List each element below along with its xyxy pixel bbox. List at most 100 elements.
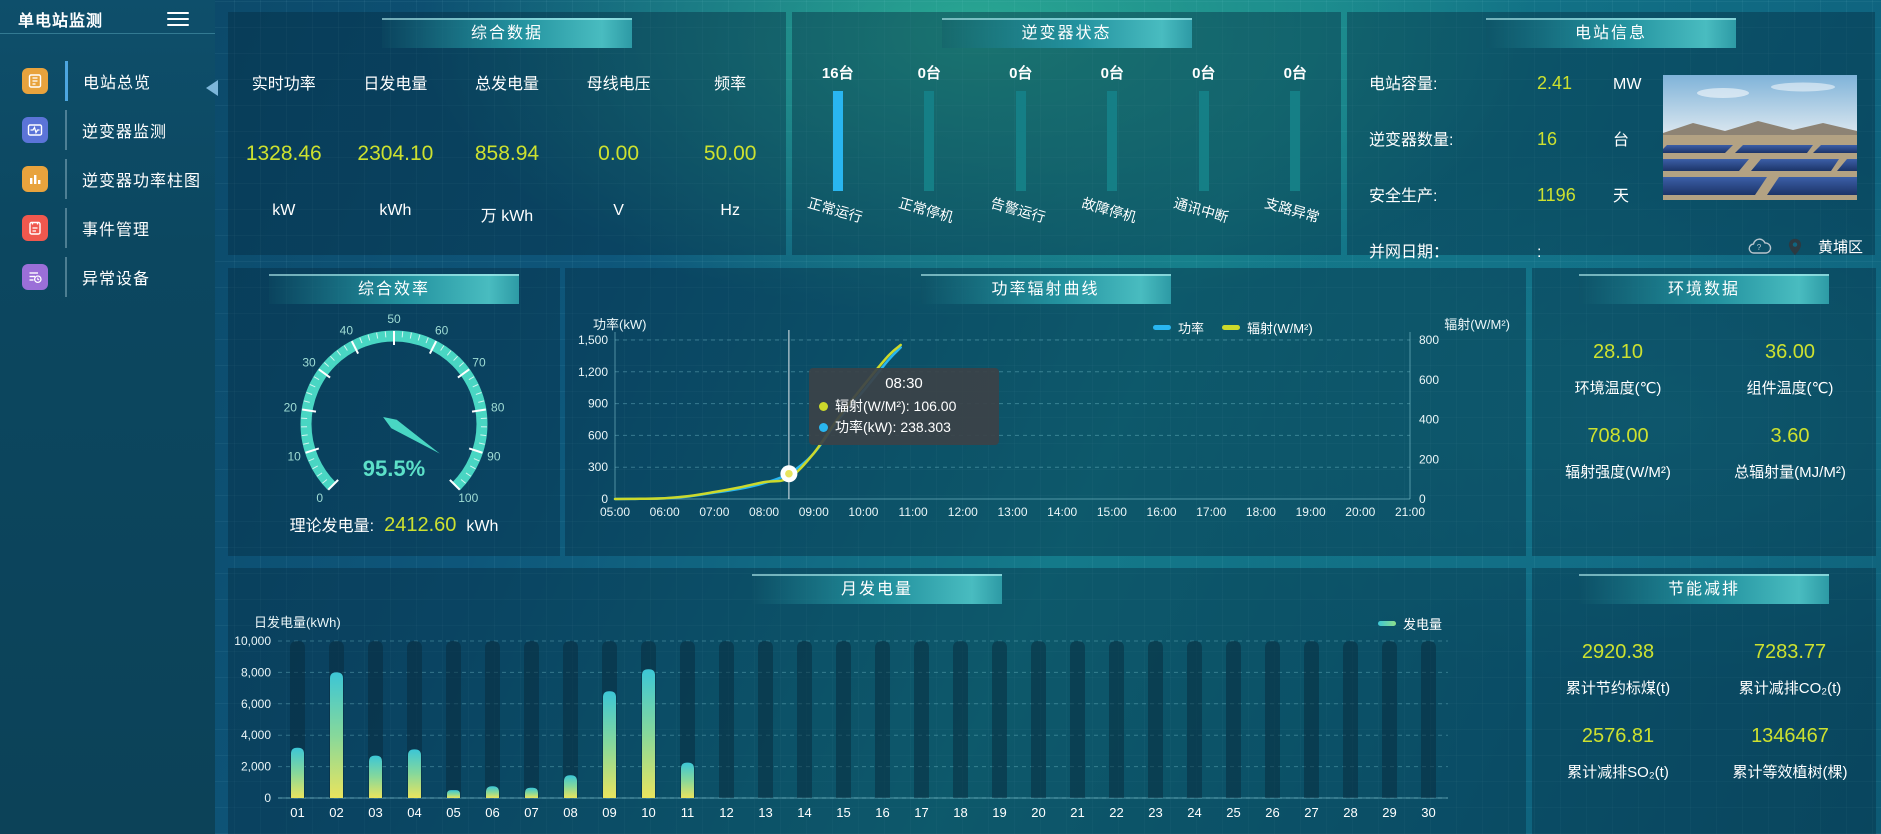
svg-text:20: 20 — [1031, 805, 1045, 820]
svg-text:17:00: 17:00 — [1196, 505, 1226, 519]
sidebar-item-inverter-power-bars[interactable]: 逆变器功率柱图 — [0, 154, 215, 203]
efficiency-gauge-chart[interactable]: 0 10 20 30 40 50 60 70 80 90 100 95.5% — [262, 306, 526, 523]
metric-value: 7283.77 — [1753, 641, 1827, 663]
metric-label: 频率 — [714, 76, 747, 93]
station-capacity-row: 电站容量: 2.41 MW — [1369, 70, 1641, 94]
sidebar-item-station-overview[interactable]: 电站总览 — [0, 56, 215, 105]
hamburger-menu-icon[interactable] — [167, 8, 189, 30]
panel-title: 环境数据 — [1579, 274, 1829, 304]
svg-text:1,200: 1,200 — [578, 365, 608, 379]
metric-unit: 万 kWh — [480, 208, 534, 225]
station-location[interactable]: ? 黄埔区 — [1748, 236, 1863, 257]
status-count: 0台 — [1192, 65, 1216, 82]
svg-text:?: ? — [1757, 243, 1762, 252]
metric-value: 3.60 — [1770, 425, 1810, 447]
tooltip-text: 功率(kW): 238.303 — [835, 419, 951, 435]
metric-label: 辐射强度(W/M²) — [1565, 464, 1671, 481]
svg-text:26: 26 — [1265, 805, 1279, 820]
svg-text:29: 29 — [1382, 805, 1396, 820]
svg-text:06:00: 06:00 — [650, 505, 680, 519]
metric-value: 36.00 — [1764, 341, 1816, 363]
svg-text:04: 04 — [407, 805, 421, 820]
tooltip-radiation-row: 辐射(W/M²): 106.00 — [819, 396, 989, 417]
svg-text:20:00: 20:00 — [1345, 505, 1375, 519]
svg-text:600: 600 — [588, 428, 608, 442]
svg-text:2,000: 2,000 — [241, 760, 271, 774]
svg-text:13:00: 13:00 — [997, 505, 1027, 519]
svg-text:50: 50 — [387, 312, 401, 326]
nav-divider — [65, 207, 67, 248]
metric-label: 母线电压 — [586, 76, 651, 93]
legend-item-generation[interactable]: 发电量 — [1378, 614, 1442, 633]
legend-swatch — [1378, 621, 1396, 626]
metric-frequency: 频率 50.00 Hz — [674, 12, 786, 255]
nav-divider — [65, 158, 67, 199]
status-count: 0台 — [1283, 65, 1307, 82]
metric-value: 1346467 — [1751, 725, 1829, 747]
monthly-generation-bar-chart[interactable]: 0 2,000 4,000 6,000 8,000 10,000 01 02 03 04 05 06 0… — [228, 568, 1526, 834]
svg-text:03: 03 — [368, 805, 382, 820]
sidebar-item-event-management[interactable]: 事件管理 — [0, 203, 215, 252]
status-alarm-running: 0台 告警运行 — [975, 12, 1067, 255]
row-value: 16 — [1537, 129, 1558, 149]
svg-text:12:00: 12:00 — [948, 505, 978, 519]
metric-value: 1328.46 — [245, 142, 322, 165]
status-normal-stop: 0台 正常停机 — [884, 12, 976, 255]
legend-label: 功率 — [1178, 321, 1205, 336]
sidebar-item-inverter-monitor[interactable]: 逆变器监测 — [0, 105, 215, 154]
sidebar-collapse-arrow-icon[interactable] — [206, 80, 218, 96]
svg-text:10: 10 — [287, 449, 301, 463]
panel-title: 节能减排 — [1579, 574, 1829, 604]
metric-label: 日发电量 — [363, 76, 428, 93]
power-radiation-line-chart[interactable]: 0 300 600 900 1,200 1,500 0 200 400 600 800 05:00 06… — [565, 268, 1526, 561]
metric-unit: V — [613, 202, 624, 219]
svg-text:28: 28 — [1343, 805, 1357, 820]
svg-text:900: 900 — [588, 397, 608, 411]
status-bar — [1015, 91, 1026, 191]
tooltip-power-row: 功率(kW): 238.303 — [819, 417, 989, 438]
summary-metrics: 实时功率 1328.46 kW 日发电量 2304.10 kWh 总发电量 85… — [228, 12, 786, 255]
sidebar-item-label: 电站总览 — [83, 74, 152, 92]
status-bar — [924, 91, 935, 191]
legend-item-radiation[interactable]: 辐射(W/M²) — [1222, 318, 1313, 337]
status-comm-interrupted: 0台 通讯中断 — [1158, 12, 1250, 255]
svg-text:24: 24 — [1187, 805, 1201, 820]
row-unit: 台 — [1613, 132, 1630, 149]
status-bar — [832, 91, 843, 191]
svg-text:19:00: 19:00 — [1296, 505, 1326, 519]
svg-text:11: 11 — [681, 805, 695, 820]
svg-text:12: 12 — [719, 805, 733, 820]
sidebar-item-abnormal-device[interactable]: 异常设备 — [0, 252, 215, 301]
sidebar: 单电站监测 电站总览 逆变器监测 — [0, 0, 215, 834]
sidebar-item-label: 异常设备 — [82, 270, 151, 288]
row-label: 安全生产: — [1369, 188, 1438, 205]
metric-value: 2920.38 — [1581, 641, 1655, 663]
svg-text:09: 09 — [602, 805, 616, 820]
legend-item-power[interactable]: 功率 — [1153, 318, 1204, 337]
svg-text:200: 200 — [1419, 452, 1439, 466]
panel-title: 月发电量 — [752, 574, 1002, 604]
station-photo — [1663, 75, 1857, 200]
metric-label: 实时功率 — [251, 76, 316, 93]
sidebar-item-label: 逆变器监测 — [82, 123, 168, 141]
svg-text:25: 25 — [1226, 805, 1240, 820]
inverter-monitor-icon — [22, 116, 48, 143]
metric-realtime-power: 实时功率 1328.46 kW — [228, 12, 340, 255]
svg-text:0: 0 — [264, 791, 271, 805]
station-inverter-count-row: 逆变器数量: 16 台 — [1369, 126, 1629, 150]
panel-efficiency: 综合效率 0 10 20 30 40 50 60 70 80 90 100 95.5% 理论发电量: … — [228, 268, 560, 556]
svg-text:10:00: 10:00 — [848, 505, 878, 519]
curve-legend: 功率 辐射(W/M²) — [1153, 318, 1313, 337]
panel-monthly-generation: 月发电量 日发电量(kWh) 发电量 0 2,000 4,000 6,000 8,000… — [228, 568, 1526, 834]
nav-divider — [65, 109, 67, 150]
monthly-legend: 发电量 — [1378, 614, 1442, 633]
panel-title: 功率辐射曲线 — [920, 274, 1171, 304]
metric-label: 累计等效植树(棵) — [1732, 764, 1848, 781]
svg-text:19: 19 — [992, 805, 1006, 820]
svg-text:100: 100 — [458, 491, 478, 505]
metric-total-energy: 总发电量 858.94 万 kWh — [451, 12, 563, 255]
svg-text:30: 30 — [302, 355, 316, 369]
svg-text:08:00: 08:00 — [749, 505, 779, 519]
metric-label: 累计减排CO₂(t) — [1738, 680, 1842, 697]
svg-text:30: 30 — [1421, 805, 1435, 820]
